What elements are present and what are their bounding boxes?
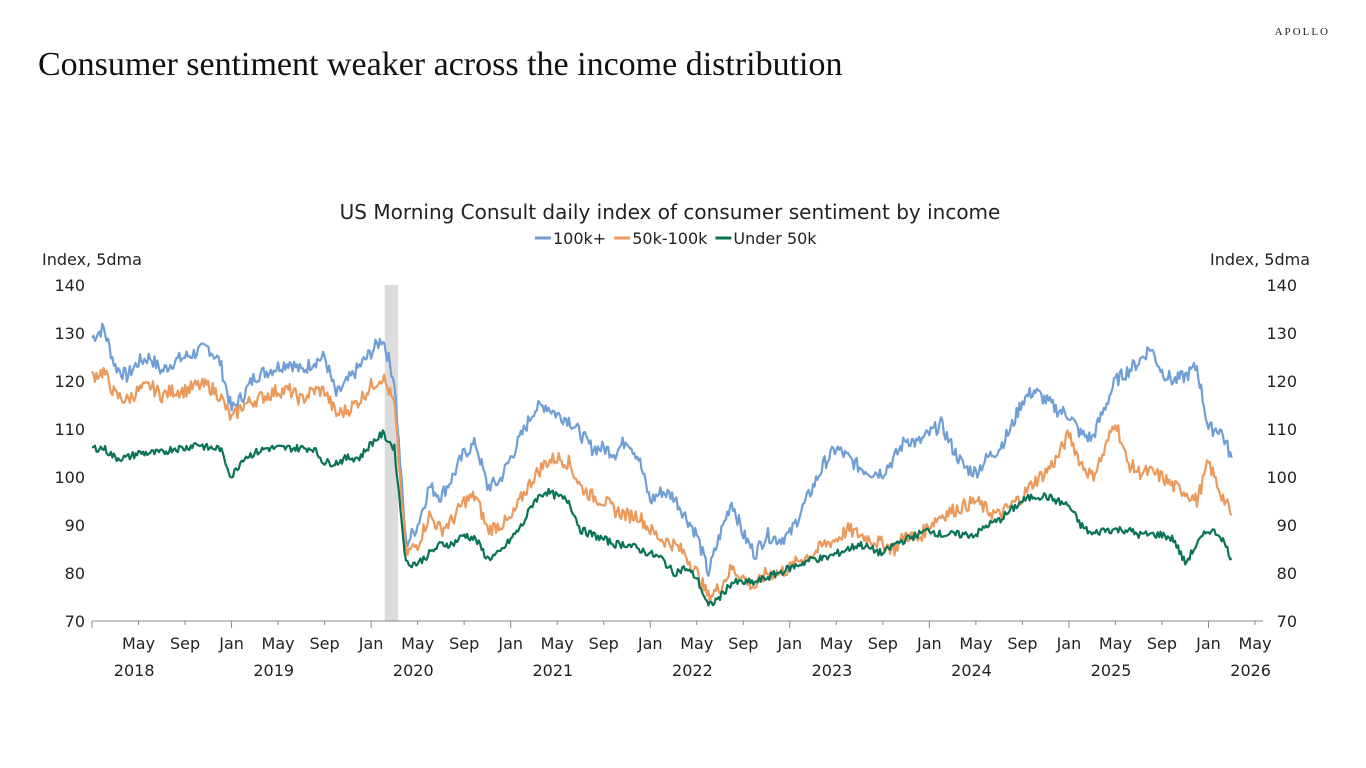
x-year-label: 2026 [1230, 661, 1271, 680]
x-tick-label: May [122, 634, 155, 653]
x-tick-label: May [1099, 634, 1132, 653]
y-tick-label-right: 100 [1266, 468, 1297, 487]
y-axis-label-right: Index, 5dma [1210, 250, 1310, 269]
y-tick-label-right: 130 [1266, 324, 1297, 343]
x-tick-label: Sep [868, 634, 898, 653]
x-tick-label: Sep [170, 634, 200, 653]
y-tick-label-left: 110 [54, 420, 85, 439]
recession-shading [384, 285, 399, 621]
y-tick-label-left: 80 [65, 564, 85, 583]
legend-label: 50k-100k [632, 229, 708, 248]
x-tick-label: Jan [776, 634, 802, 653]
series-line-50k-100k [91, 366, 1233, 605]
x-year-label: 2023 [812, 661, 853, 680]
y-tick-label-right: 140 [1266, 276, 1297, 295]
page-headline: Consumer sentiment weaker across the inc… [38, 46, 843, 83]
x-tick-label: Jan [218, 634, 244, 653]
x-year-label: 2018 [114, 661, 155, 680]
x-tick-label: May [1238, 634, 1271, 653]
y-tick-label-right: 120 [1266, 372, 1297, 391]
y-tick-label-right: 110 [1266, 420, 1297, 439]
legend-label: 100k+ [553, 229, 606, 248]
x-tick-label: Jan [497, 634, 523, 653]
x-tick-label: Sep [1147, 634, 1177, 653]
x-year-label: 2024 [951, 661, 992, 680]
x-tick-label: Sep [728, 634, 758, 653]
x-tick-label: May [541, 634, 574, 653]
x-tick-label: Jan [637, 634, 663, 653]
x-tick-label: Sep [1007, 634, 1037, 653]
y-tick-label-right: 80 [1277, 564, 1297, 583]
y-tick-label-left: 130 [54, 324, 85, 343]
y-tick-label-left: 90 [65, 516, 85, 535]
x-tick-label: Jan [1195, 634, 1221, 653]
x-year-label: 2025 [1091, 661, 1132, 680]
legend: 100k+ 50k-100k Under 50k [535, 229, 817, 248]
y-tick-label-left: 70 [65, 612, 85, 631]
x-tick-label: May [959, 634, 992, 653]
x-tick-label: May [262, 634, 295, 653]
series-line-100k- [91, 322, 1233, 578]
x-year-label: 2022 [672, 661, 713, 680]
y-tick-label-left: 120 [54, 372, 85, 391]
y-tick-label-right: 90 [1277, 516, 1297, 535]
y-tick-label-right: 70 [1277, 612, 1297, 631]
x-tick-label: Sep [449, 634, 479, 653]
x-tick-label: Jan [358, 634, 384, 653]
legend-label: Under 50k [733, 229, 817, 248]
x-tick-label: May [680, 634, 713, 653]
x-tick-label: Jan [916, 634, 942, 653]
x-tick-label: Sep [310, 634, 340, 653]
x-tick-label: Jan [1056, 634, 1082, 653]
x-tick-label: Sep [589, 634, 619, 653]
x-year-label: 2019 [253, 661, 294, 680]
series-line-under-50k [91, 429, 1233, 607]
x-tick-label: May [820, 634, 853, 653]
x-tick-label: May [401, 634, 434, 653]
y-tick-label-left: 100 [54, 468, 85, 487]
y-axis-label-left: Index, 5dma [42, 250, 142, 269]
x-year-label: 2021 [532, 661, 573, 680]
brand-logo: APOLLO [1274, 26, 1330, 38]
y-tick-label-left: 140 [54, 276, 85, 295]
chart-title: US Morning Consult daily index of consum… [340, 200, 1001, 224]
x-year-label: 2020 [393, 661, 434, 680]
